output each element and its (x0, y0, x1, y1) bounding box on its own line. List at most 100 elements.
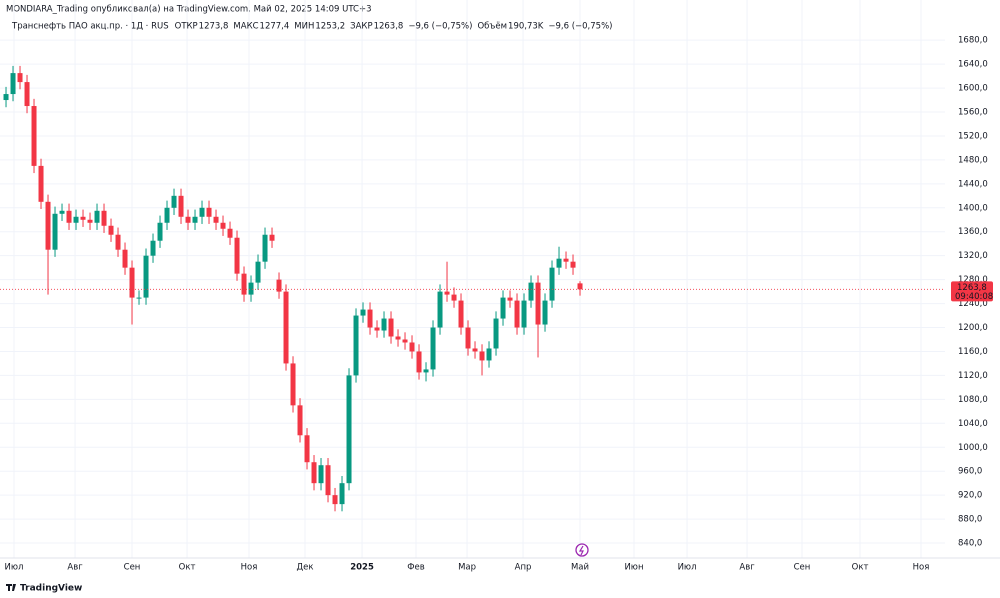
candles (0, 65, 945, 512)
candle-body (24, 82, 30, 107)
candle-body (248, 282, 254, 295)
y-tick-label: 1200,0 (958, 323, 988, 333)
x-tick-label: Сен (124, 563, 141, 573)
candle-body (241, 273, 247, 295)
candle-body (129, 267, 135, 298)
candle-body (157, 222, 163, 241)
candle-body (94, 210, 100, 223)
x-tick-label: Окт (852, 563, 869, 573)
candle-body (514, 300, 520, 328)
candle-body (486, 348, 492, 361)
legend-volume-change: −9,6 (−0,75%) (548, 22, 612, 32)
candle-body (87, 219, 93, 223)
legend-symbol: Транснефть ПАО акц.пр. · 1Д · RUS (11, 22, 169, 32)
legend-low-label: МИН (294, 22, 314, 32)
y-tick-label: 1520,0 (958, 131, 988, 141)
candle-body (185, 216, 191, 223)
candle-body (199, 207, 205, 217)
candle-body (311, 462, 317, 484)
y-tick-label: 1160,0 (958, 347, 988, 357)
legend-close: 1263,8 (374, 22, 404, 32)
candle-body (437, 291, 443, 328)
legend-close-label: ЗАКР (350, 22, 372, 32)
y-tick-label: 1600,0 (958, 84, 988, 94)
candle-body (122, 249, 128, 268)
y-tick-label: 1480,0 (958, 155, 988, 165)
candle-body (31, 106, 37, 166)
candle-body (59, 210, 65, 214)
candle-body (339, 483, 345, 505)
candle-body (52, 213, 58, 250)
candle-body (262, 234, 268, 262)
legend-high-label: МАКС (233, 22, 258, 32)
candle-body (234, 237, 240, 274)
candle-body (45, 201, 51, 250)
candle-body (325, 465, 331, 496)
y-tick-label: 1040,0 (958, 419, 988, 429)
candle-body (479, 351, 485, 361)
candle-body (395, 336, 401, 340)
x-tick-label: Май (571, 563, 589, 573)
x-tick-label: 2025 (350, 563, 374, 573)
price-badge (951, 281, 993, 302)
publisher-line: MONDIARA_Trading опубликовал(а) на Tradi… (6, 5, 371, 15)
candle-body (332, 495, 338, 505)
candle-body (17, 73, 23, 83)
y-tick-label: 1400,0 (958, 203, 988, 213)
y-tick-label: 1440,0 (958, 179, 988, 189)
y-tick-label: 1320,0 (958, 251, 988, 261)
x-tick-label: Апр (515, 563, 532, 573)
candle-body (381, 318, 387, 331)
x-tick-label: Ноя (913, 563, 930, 573)
candle-body (192, 216, 198, 223)
candle-body (171, 195, 177, 208)
y-tick-label: 1240,0 (958, 299, 988, 309)
x-tick-label: Ноя (241, 563, 258, 573)
y-tick-label: 1120,0 (958, 371, 988, 381)
legend-volume: 190,73K (508, 22, 544, 32)
candle-body (535, 282, 541, 325)
y-tick-label: 1280,0 (958, 275, 988, 285)
grid (0, 0, 945, 558)
y-tick-label: 1640,0 (958, 60, 988, 70)
x-tick-label: Мар (458, 563, 476, 573)
candle-body (115, 234, 121, 250)
publish-icon[interactable] (575, 543, 589, 557)
x-tick-label: Дек (296, 563, 313, 573)
candle-body (164, 207, 170, 223)
candle-body (304, 435, 310, 463)
price-badge-countdown: 09:40:08 (955, 292, 993, 302)
candle-body (563, 258, 569, 262)
logo (6, 584, 16, 591)
candle-body (367, 309, 373, 328)
price-badge-price: 1263,8 (957, 283, 987, 293)
candle-body (108, 225, 114, 235)
footer: TradingView (6, 584, 82, 594)
candle-body (493, 318, 499, 349)
candle-body (38, 165, 44, 202)
y-tick-label: 1560,0 (958, 108, 988, 118)
candle-body (353, 315, 359, 376)
candle-body (556, 258, 562, 268)
legend-high: 1277,4 (260, 22, 290, 32)
candle-body (472, 348, 478, 352)
y-tick-label: 1360,0 (958, 227, 988, 237)
y-tick-label: 880,0 (958, 515, 982, 525)
legend-open: 1273,8 (199, 22, 229, 32)
candle-body (101, 210, 107, 226)
candle-body (444, 291, 450, 295)
candle-body (73, 216, 79, 223)
y-tick-label: 960,0 (958, 467, 982, 477)
candle-body (430, 327, 436, 370)
y-tick-label: 840,0 (958, 539, 982, 549)
candle-body (423, 369, 429, 373)
legend-volume-label: Объём (477, 22, 507, 32)
icon[interactable] (575, 543, 589, 557)
candle-body (542, 300, 548, 325)
candle-body (136, 297, 142, 299)
y-tick-label: 1680,0 (958, 36, 988, 46)
y-tick-label: 1000,0 (958, 443, 988, 453)
candle-body (150, 240, 156, 256)
brand: TradingView (20, 584, 82, 594)
